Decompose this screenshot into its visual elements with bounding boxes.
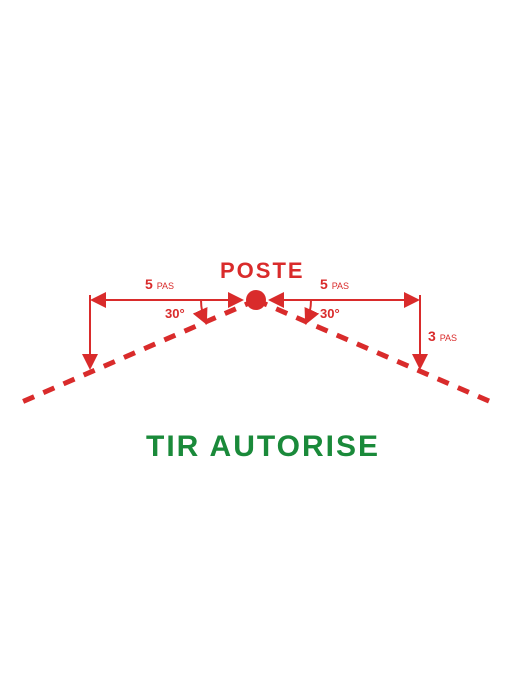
arc-right	[306, 300, 311, 323]
left-5pas-num: 5	[145, 276, 153, 292]
center-dot	[246, 290, 266, 310]
title-label: POSTE	[220, 258, 305, 284]
right-30-text: 30°	[320, 306, 340, 321]
main-label: TIR AUTORISE	[146, 430, 380, 464]
right-5pas-label: 5 PAS	[320, 276, 349, 292]
diagram-canvas: POSTE 5 PAS 5 PAS 30° 30° 3 PAS TIR AUTO…	[0, 0, 513, 684]
arc-left	[201, 300, 206, 323]
diag-right	[256, 300, 498, 405]
right-3pas-num: 3	[428, 328, 436, 344]
title-text: POSTE	[220, 258, 305, 283]
left-5pas-unit: PAS	[157, 281, 174, 291]
left-5pas-label: 5 PAS	[145, 276, 174, 292]
right-30-label: 30°	[320, 306, 340, 321]
right-5pas-unit: PAS	[332, 281, 349, 291]
right-3pas-unit: PAS	[440, 333, 457, 343]
left-30-label: 30°	[165, 306, 185, 321]
main-text: TIR AUTORISE	[146, 430, 380, 463]
left-30-text: 30°	[165, 306, 185, 321]
diag-left	[15, 300, 256, 405]
right-3pas-label: 3 PAS	[428, 328, 457, 344]
right-5pas-num: 5	[320, 276, 328, 292]
